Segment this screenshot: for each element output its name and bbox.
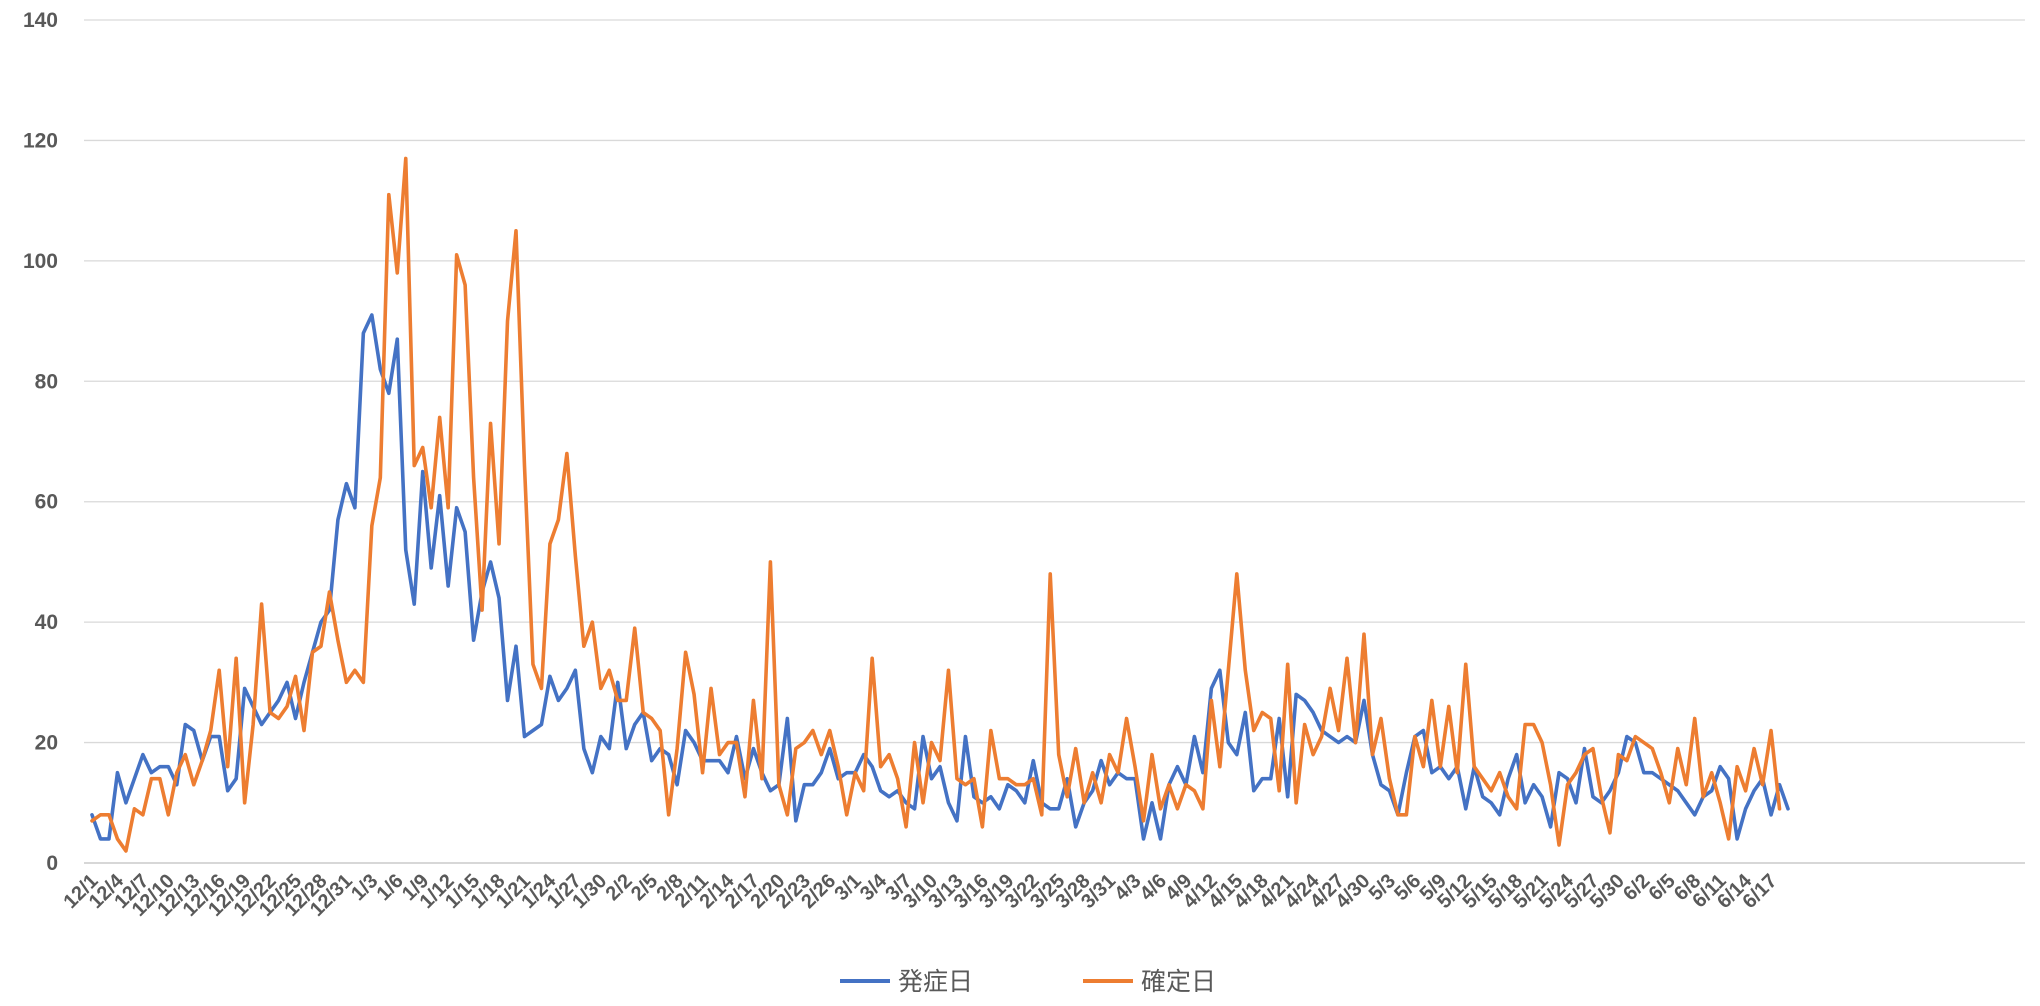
y-tick-label: 100	[23, 250, 58, 273]
series-line-2	[90, 156, 1782, 853]
y-tick-label: 40	[35, 611, 58, 634]
y-tick-label: 20	[35, 732, 58, 755]
y-tick-label: 60	[35, 491, 58, 514]
legend: 発症日 確定日	[840, 967, 1216, 996]
gridlines	[84, 19, 2025, 864]
legend-label: 確定日	[1141, 967, 1216, 996]
y-axis-tick-labels: 0 20 40 60 80 100 120 140	[23, 9, 58, 875]
x-axis-tick-labels: 12/112/412/712/1012/1312/1612/1912/2212/…	[59, 869, 1781, 921]
y-tick-label: 120	[23, 129, 58, 152]
y-tick-label: 0	[46, 852, 58, 875]
legend-label: 発症日	[898, 967, 973, 996]
series-lines	[90, 156, 1790, 853]
y-tick-label: 140	[23, 9, 58, 32]
y-tick-label: 80	[35, 370, 58, 393]
